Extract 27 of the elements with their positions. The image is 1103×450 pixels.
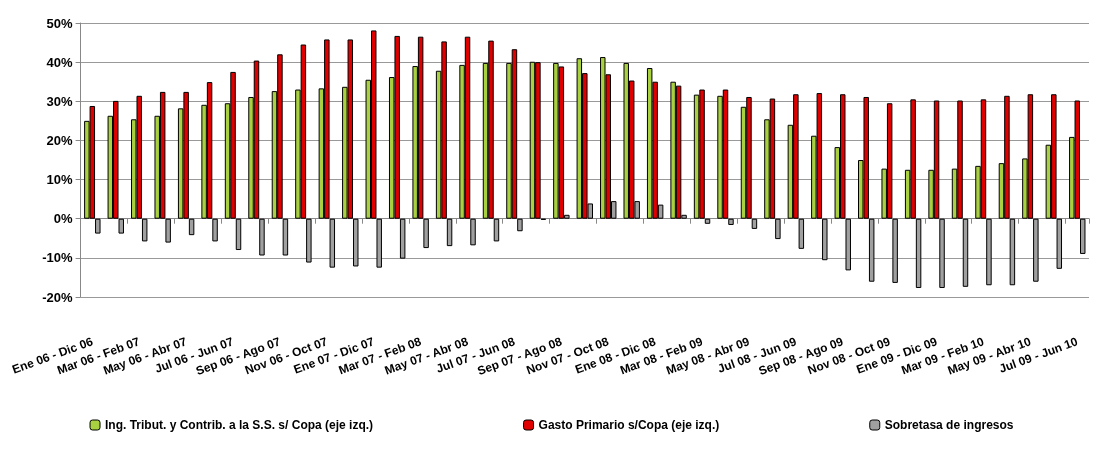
y-tick-label: 0% bbox=[53, 211, 74, 227]
legend-label: Sobretasa de ingresos bbox=[884, 418, 1014, 432]
bar bbox=[728, 218, 734, 225]
bar bbox=[282, 218, 289, 256]
bar bbox=[1080, 218, 1086, 254]
bar bbox=[446, 218, 453, 247]
bar bbox=[704, 218, 711, 224]
y-tick-label: -10% bbox=[42, 250, 74, 266]
y-tick-label: 10% bbox=[46, 172, 74, 188]
bar bbox=[775, 218, 781, 240]
bar bbox=[751, 218, 758, 229]
legend-label: Ing. Tribut. y Contrib. a la S.S. s/ Copa (eje izq.) bbox=[105, 418, 374, 432]
y-tick-label: -20% bbox=[42, 289, 74, 305]
legend-label: Gasto Primario s/Copa (eje izq.) bbox=[538, 418, 720, 432]
bar bbox=[188, 218, 195, 236]
y-tick-label: 20% bbox=[46, 132, 74, 148]
bar bbox=[470, 218, 476, 246]
bar bbox=[259, 218, 265, 256]
bar bbox=[235, 218, 242, 251]
bar bbox=[212, 218, 218, 242]
y-tick-label: 30% bbox=[46, 93, 74, 109]
bar bbox=[141, 218, 148, 242]
y-tick-label: 40% bbox=[46, 54, 74, 70]
y-tick-label: 50% bbox=[46, 15, 74, 31]
bar bbox=[493, 218, 500, 242]
bar bbox=[517, 218, 523, 232]
bar bbox=[95, 218, 101, 234]
